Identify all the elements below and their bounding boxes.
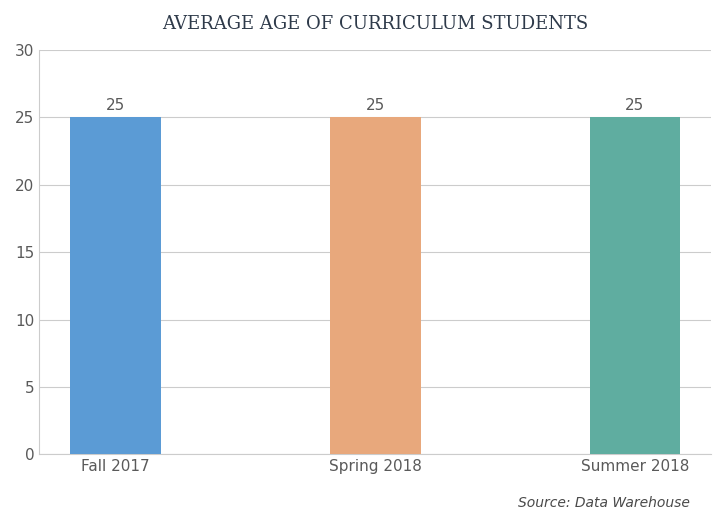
Text: 25: 25 [365, 98, 385, 113]
Bar [330, 117, 420, 454]
Text: 25: 25 [625, 98, 645, 113]
Text: 25: 25 [105, 98, 125, 113]
Title: AVERAGE AGE OF CURRICULUM STUDENTS: AVERAGE AGE OF CURRICULUM STUDENTS [162, 15, 588, 33]
Bar [590, 117, 680, 454]
Text: Source: Data Warehouse: Source: Data Warehouse [518, 496, 690, 510]
Bar [70, 117, 160, 454]
